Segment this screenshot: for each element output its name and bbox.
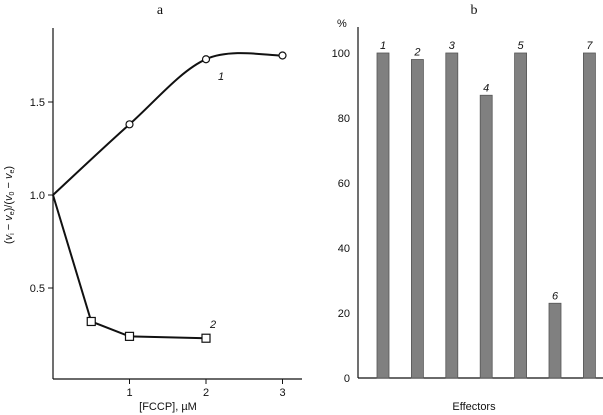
series-1-curve bbox=[52, 52, 283, 196]
bar-label: 1 bbox=[380, 40, 386, 52]
y-tick-label: 0.5 bbox=[30, 283, 45, 295]
bar-label: 6 bbox=[552, 290, 559, 302]
bar-label: 7 bbox=[586, 40, 593, 52]
panel-a: a [FCCP], µM (vi − ve)/(v0 − ve) 1 2 3 0.5 1… bbox=[3, 3, 302, 413]
bar-label: 5 bbox=[518, 40, 525, 52]
panel-b-label: b bbox=[471, 3, 478, 18]
panel-a-y-axis-label: (vi − ve)/(v0 − ve) bbox=[3, 166, 16, 244]
y-tick-label: 0 bbox=[344, 373, 350, 385]
bar-label: 2 bbox=[413, 47, 420, 59]
bar-label: 4 bbox=[483, 82, 489, 94]
bar-5 bbox=[514, 52, 527, 379]
panel-a-label: a bbox=[157, 3, 164, 18]
y-tick-label: 60 bbox=[338, 178, 350, 190]
series-2-line bbox=[52, 194, 207, 340]
bar-4 bbox=[479, 94, 493, 379]
panel-b-x-axis-label: Effectors bbox=[452, 401, 496, 413]
series-2-point bbox=[86, 316, 96, 327]
panel-b-y-axis-label: % bbox=[337, 18, 347, 30]
y-tick-label: 1.5 bbox=[30, 97, 45, 109]
series-2-point bbox=[201, 333, 211, 343]
bar-1 bbox=[376, 52, 390, 379]
series-2-label: 2 bbox=[209, 319, 216, 331]
bar-7 bbox=[583, 52, 596, 379]
bar-3 bbox=[445, 52, 459, 379]
x-tick-label: 1 bbox=[126, 387, 132, 399]
y-tick-label: 100 bbox=[332, 48, 350, 60]
y-tick-label: 20 bbox=[338, 308, 350, 320]
y-tick-label: 80 bbox=[338, 113, 350, 125]
x-tick-label: 2 bbox=[203, 387, 209, 399]
y-tick-label: 1.0 bbox=[30, 190, 45, 202]
bar-6 bbox=[548, 302, 562, 379]
series-1-point bbox=[125, 120, 134, 129]
series-1-label: 1 bbox=[218, 71, 224, 83]
series-1-point bbox=[201, 55, 211, 64]
bar-2 bbox=[410, 59, 424, 379]
series-2-point bbox=[124, 331, 135, 341]
panel-a-x-axis-label: [FCCP], µM bbox=[139, 401, 197, 413]
panel-b: b Effectors % 0 20 40 60 80 100 1 2 3 4 5 6 7 bbox=[332, 3, 603, 413]
y-tick-label: 40 bbox=[338, 243, 350, 255]
series-1-point bbox=[278, 51, 287, 60]
x-tick-label: 3 bbox=[279, 387, 285, 399]
bar-label: 3 bbox=[449, 40, 456, 52]
